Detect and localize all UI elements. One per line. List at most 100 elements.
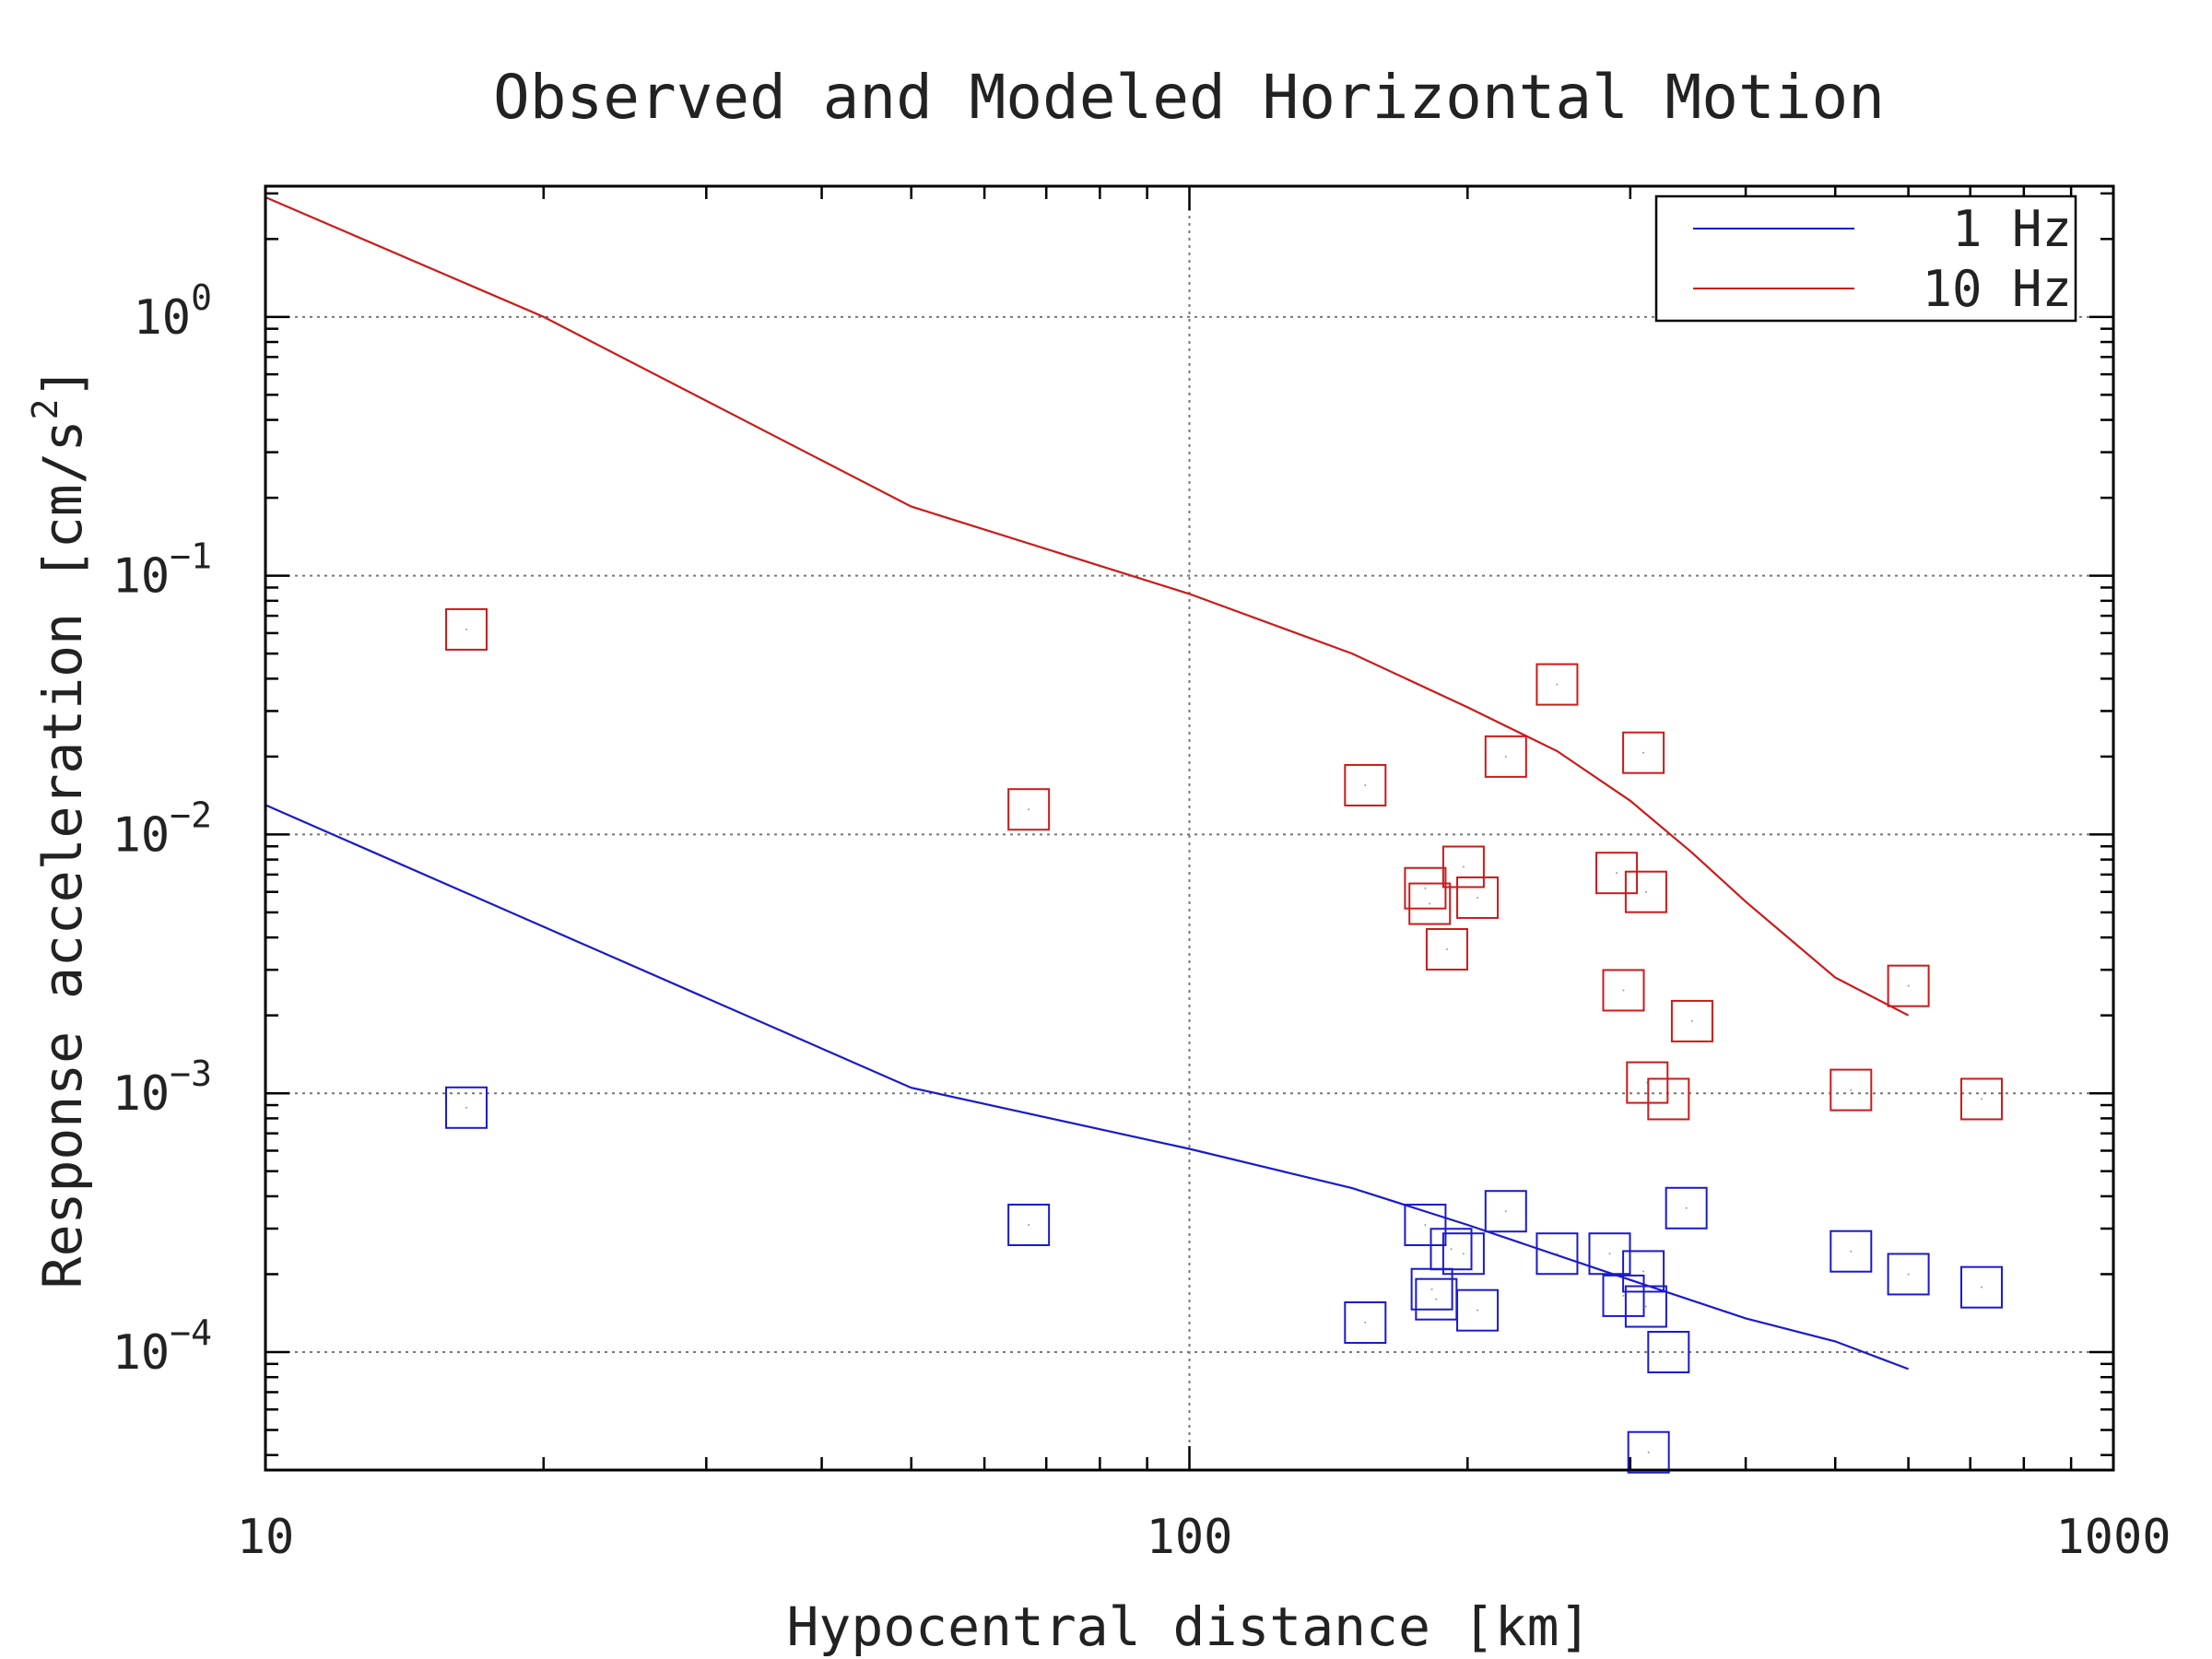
data-point [1484,1190,1527,1233]
data-point [1441,1232,1485,1276]
data-point [1959,1265,2003,1309]
data-point [1404,866,1447,910]
data-point-center [1642,751,1645,754]
series-line-10hz [265,195,1910,1017]
data-point [1456,876,1500,919]
data-point-center [1028,808,1030,811]
data-point-center [1980,1286,1983,1288]
data-point [1535,1232,1579,1276]
data-point [1830,1230,1873,1273]
plot-area [265,195,2003,1474]
data-point-center [1608,1253,1611,1255]
data-point-center [1435,1298,1438,1300]
data-point [1670,999,1713,1042]
data-point [1404,1204,1447,1247]
y-tick-labels: 10−4 10−3 10−2 10−1 100 [112,277,212,1381]
data-point [1007,1204,1051,1247]
y-axis-label-text: Response acceleration [cm/s [31,420,94,1289]
data-point-center [1424,1224,1427,1227]
legend-box [1654,194,2077,323]
data-point [445,607,488,651]
data-point [1456,1288,1500,1332]
data-point-center [1850,1250,1853,1253]
data-point-center [1462,1253,1465,1255]
data-point-center [1622,1294,1625,1297]
data-point [1647,1077,1690,1121]
data-point-center [1430,1288,1433,1290]
data-point [1627,1430,1670,1474]
plot-frame [264,184,2115,1472]
data-point [1595,852,1639,895]
data-point-center [1445,947,1448,950]
data-point-center [1647,1451,1650,1453]
data-point [445,1086,488,1129]
data-point [1535,663,1579,706]
y-tick-label: 10−1 [112,536,212,605]
data-point [1408,882,1452,925]
data-point-center [1907,984,1910,987]
x-axis-label: Hypocentral distance [km] [787,1595,1592,1658]
data-point [1887,964,1930,1007]
x-tick-label: 10 [237,1510,295,1565]
series-line-1hz [265,804,1909,1371]
data-point-center [1504,755,1507,758]
data-point [1484,735,1527,778]
data-point [1430,1228,1473,1271]
data-point-center [1477,1309,1479,1312]
y-tick-label: 10−3 [112,1053,212,1122]
data-point-center [1028,1224,1030,1227]
y-tick-label: 10−2 [112,794,212,863]
data-point-center [465,628,468,630]
data-point-center [1462,865,1465,868]
data-point-center [1556,1253,1559,1255]
data-point-center [1644,1305,1647,1308]
x-tick-label: 1000 [2055,1510,2171,1565]
data-point [1665,1186,1708,1230]
y-axis-label: Response acceleration [cm/s2] [25,367,94,1289]
legend: 1 Hz 10 Hz [1654,194,2077,323]
data-point [1441,845,1485,888]
axis-ticks [264,186,2113,1470]
data-point-center [1850,1088,1853,1091]
data-point-center [1667,1350,1670,1353]
data-point [1425,927,1468,971]
data-point-center [1644,890,1647,893]
data-point-center [1429,902,1431,905]
data-point-center [1907,1273,1910,1276]
data-point-center [1504,1210,1507,1213]
data-point-center [1364,1321,1367,1324]
data-point [1007,788,1051,831]
data-point [1624,1285,1667,1328]
data-point-center [1685,1206,1688,1209]
legend-label-10hz: 10 Hz [1922,260,2072,318]
data-point-center [1642,1270,1645,1273]
chart-title: Observed and Modeled Horizontal Motion [493,62,1885,133]
y-axis-label-superscript: 2 [25,399,65,420]
legend-label-1hz: 1 Hz [1952,200,2072,258]
data-point-center [1424,887,1427,889]
data-point [1959,1077,2003,1121]
y-axis-label-suffix: ] [31,367,94,399]
data-point-center [465,1106,468,1109]
data-point-center [1690,1019,1693,1022]
data-point-center [1477,896,1479,899]
data-point [1344,1300,1387,1344]
x-tick-labels: 10 100 1000 [237,1510,2171,1565]
data-point [1588,1232,1631,1276]
data-point [1624,870,1667,913]
data-point [1887,1253,1930,1296]
y-tick-label: 10−4 [112,1312,212,1381]
data-point-center [1616,872,1618,875]
data-point [1647,1330,1690,1373]
grid [265,186,2113,1470]
data-point-center [1980,1098,1983,1100]
data-point-center [1450,1248,1453,1251]
data-point-center [1667,1098,1670,1100]
y-tick-label: 100 [133,277,212,346]
data-point [1602,969,1645,1012]
data-point-center [1556,683,1559,686]
data-point-center [1364,783,1367,786]
data-point [1830,1068,1873,1112]
x-tick-label: 100 [1147,1510,1233,1565]
